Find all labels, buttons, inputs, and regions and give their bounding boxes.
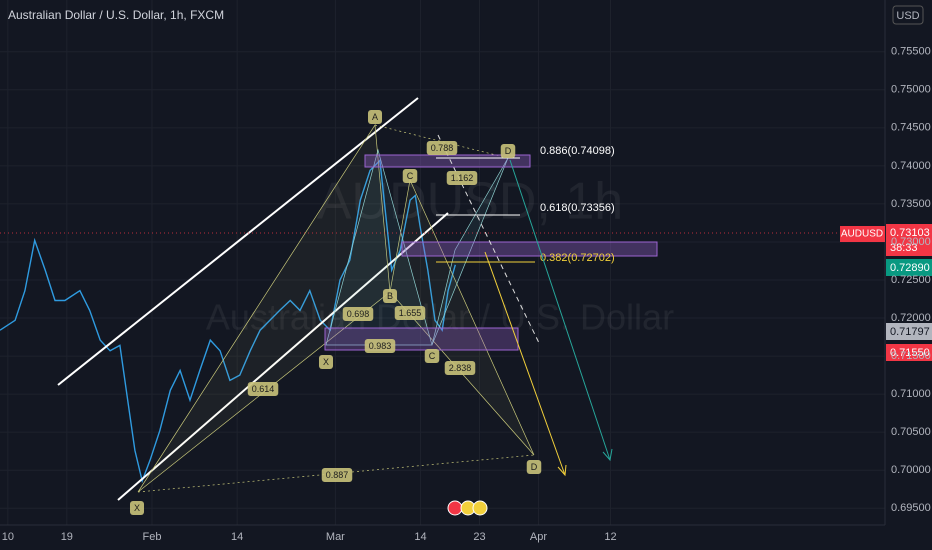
price-tag xyxy=(886,344,932,361)
y-tick-label: 0.74500 xyxy=(891,122,931,134)
pattern-pill xyxy=(424,349,440,363)
zone xyxy=(324,327,519,351)
projection xyxy=(484,251,566,476)
projection xyxy=(509,159,611,461)
pattern-pill xyxy=(526,460,542,474)
fib-label: 0.382(0.72702) xyxy=(540,252,615,264)
y-tick-label: 0.69500 xyxy=(891,502,931,514)
pattern-label: B xyxy=(387,291,393,301)
y-tick-label: 0.73000 xyxy=(891,236,931,248)
pattern-pill xyxy=(500,144,516,158)
x-tick-label: 14 xyxy=(231,531,243,543)
pattern-pill xyxy=(402,169,418,183)
y-tick-label: 0.74000 xyxy=(891,160,931,172)
projection xyxy=(437,134,541,346)
y-tick-label: 0.73500 xyxy=(891,198,931,210)
pattern-label: 1.162 xyxy=(451,173,474,183)
y-tick-label: 0.70500 xyxy=(891,426,931,438)
watermark-name: Australian Dollar / U.S. Dollar xyxy=(206,297,674,338)
price-tag-label: 0.73103 xyxy=(890,227,930,239)
pattern-pill xyxy=(318,355,334,369)
pattern-label: D xyxy=(531,462,538,472)
x-tick-label: 19 xyxy=(61,531,73,543)
channel-line xyxy=(117,212,449,501)
pattern-pill xyxy=(444,361,476,375)
pattern-label: 0.887 xyxy=(326,470,349,480)
currency-label[interactable]: USD xyxy=(896,10,919,22)
pattern-pill xyxy=(342,307,374,321)
fib-label: 0.886(0.74098) xyxy=(540,145,615,157)
x-tick-label: 10 xyxy=(2,531,14,543)
pattern-label: 2.838 xyxy=(449,363,472,373)
y-tick-label: 0.72500 xyxy=(891,274,931,286)
price-tag-label: 0.71797 xyxy=(890,326,930,338)
pattern-label: A xyxy=(372,112,378,122)
pattern-pill xyxy=(321,468,353,482)
pattern-labels: A 0.788 D C 1.162 B 0.698 1.655 0.983 C 2.838 0.614… xyxy=(129,110,542,515)
grid xyxy=(0,0,885,525)
y-tick-label: 0.72000 xyxy=(891,312,931,324)
y-tick-label: 0.71000 xyxy=(891,388,931,400)
pattern-line xyxy=(137,454,535,493)
pattern-label: 1.655 xyxy=(399,308,422,318)
price-tag xyxy=(886,323,932,340)
pattern-pill xyxy=(364,339,396,353)
price-tag-label: 0.72890 xyxy=(890,262,930,274)
pattern-pill xyxy=(446,171,478,185)
event-icon xyxy=(472,500,488,516)
chart-title: Australian Dollar / U.S. Dollar, 1h, FXC… xyxy=(8,8,224,22)
price-line xyxy=(0,158,456,484)
currency-button[interactable] xyxy=(892,5,924,25)
pattern-label: 0.698 xyxy=(347,309,370,319)
x-tick-label: Feb xyxy=(142,531,161,543)
price-tag xyxy=(886,259,932,276)
arrow-head xyxy=(602,448,613,462)
x-tick-label: Apr xyxy=(530,531,547,543)
pattern-label: X xyxy=(134,503,140,513)
y-tick-label: 0.75500 xyxy=(891,46,931,58)
zone xyxy=(401,241,658,257)
fib-label: 0.618(0.73356) xyxy=(540,202,615,214)
x-tick-label: 23 xyxy=(473,531,485,543)
pattern-pill xyxy=(394,306,426,320)
pattern-label: 0.614 xyxy=(252,384,275,394)
pattern-label: D xyxy=(505,146,512,156)
x-tick-label: Mar xyxy=(326,531,345,543)
pattern-label: 0.983 xyxy=(369,341,392,351)
event-icon xyxy=(447,500,463,516)
pattern-shape xyxy=(431,157,509,346)
pattern-pill xyxy=(247,382,279,396)
x-tick-label: 12 xyxy=(604,531,616,543)
pattern-label: 0.788 xyxy=(431,143,454,153)
pattern-label: X xyxy=(323,357,329,367)
pattern-pill xyxy=(129,501,145,515)
pattern-label: C xyxy=(429,351,436,361)
symbol-tag xyxy=(840,226,885,242)
pattern-pill xyxy=(426,141,458,155)
channel-line xyxy=(57,97,419,386)
pattern-label: C xyxy=(407,171,414,181)
arrow-head xyxy=(557,464,567,477)
symbol-tag-label: AUDUSD xyxy=(841,229,883,240)
countdown: 38:33 xyxy=(890,242,918,254)
y-tick-label: 0.71500 xyxy=(891,350,931,362)
pattern-pill xyxy=(367,110,383,124)
price-tag xyxy=(886,224,932,256)
x-tick-label: 14 xyxy=(414,531,426,543)
price-tag-label: 0.71550 xyxy=(890,347,930,359)
y-tick-label: 0.70000 xyxy=(891,464,931,476)
pattern-pill xyxy=(382,289,398,303)
y-tick-label: 0.75000 xyxy=(891,84,931,96)
